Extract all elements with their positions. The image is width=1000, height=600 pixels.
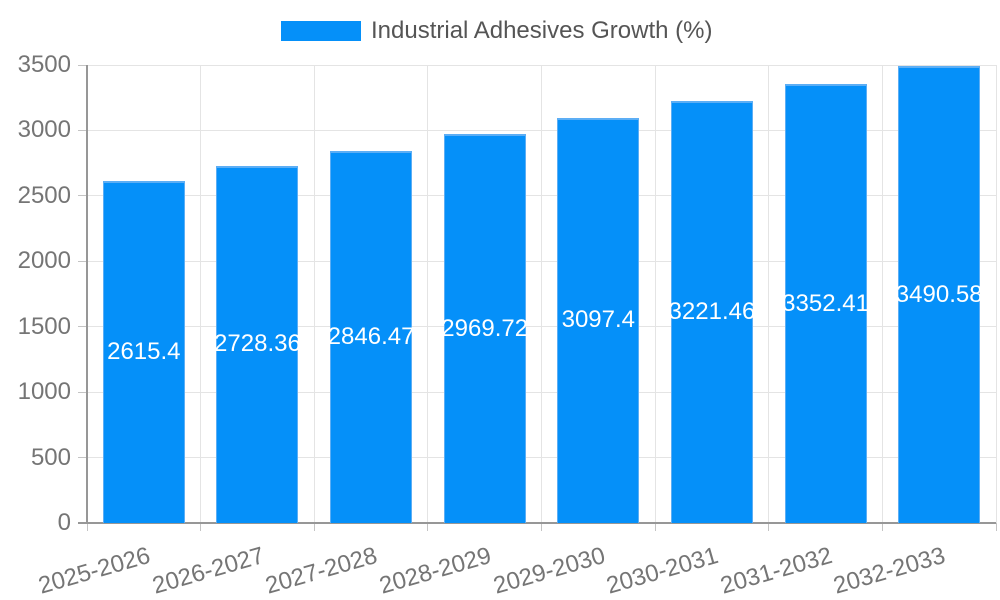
x-axis-line xyxy=(78,522,996,524)
y-tick-label: 2500 xyxy=(17,181,71,209)
y-axis-tick xyxy=(78,129,87,131)
bar xyxy=(216,165,299,523)
x-tick-label: 2025-2026 xyxy=(35,542,154,600)
gridline-vertical xyxy=(200,65,202,523)
bar xyxy=(557,117,640,523)
gridline-vertical xyxy=(881,65,883,523)
x-tick-label: 2029-2030 xyxy=(489,542,608,600)
gridline-vertical xyxy=(654,65,656,523)
y-axis-tick xyxy=(78,391,87,393)
bar-value-label: 2969.72 xyxy=(441,314,529,342)
x-axis-tick xyxy=(768,523,770,531)
y-axis-tick xyxy=(78,326,87,328)
bar-value-label: 3221.46 xyxy=(668,298,756,326)
legend-label: Industrial Adhesives Growth (%) xyxy=(371,17,713,44)
y-tick-label: 3500 xyxy=(17,51,71,78)
x-axis-tick xyxy=(86,523,88,531)
x-axis-tick xyxy=(995,523,997,531)
bar xyxy=(670,101,753,523)
gridline-vertical xyxy=(768,65,770,523)
x-axis-tick xyxy=(541,523,542,531)
x-tick-label: 2028-2029 xyxy=(376,542,495,600)
bar-value-label: 3490.58 xyxy=(895,280,983,308)
y-axis-line xyxy=(86,65,88,524)
x-axis-tick xyxy=(313,523,315,531)
y-tick-label: 1000 xyxy=(17,378,71,406)
y-tick-label: 3000 xyxy=(17,116,71,144)
bar xyxy=(330,150,413,523)
gridline-vertical xyxy=(995,65,997,523)
x-axis-tick xyxy=(881,523,883,531)
bar-value-label: 2846.47 xyxy=(327,322,415,350)
x-tick-label: 2030-2031 xyxy=(603,542,722,600)
chart-legend: Industrial Adhesives Growth (%) xyxy=(281,17,712,44)
bar-value-label: 3352.41 xyxy=(782,289,869,317)
y-tick-label: 2000 xyxy=(17,247,71,275)
y-tick-label: 1500 xyxy=(17,312,71,340)
x-tick-label: 2027-2028 xyxy=(262,542,381,600)
y-tick-label: 0 xyxy=(57,509,71,536)
x-tick-label: 2032-2033 xyxy=(830,542,949,600)
bar-value-label: 2728.36 xyxy=(214,330,301,358)
bar-value-label: 2615.4 xyxy=(107,337,181,365)
y-axis-tick xyxy=(78,195,87,197)
y-tick-label: 500 xyxy=(30,443,71,471)
y-axis-tick xyxy=(78,457,87,459)
x-tick-label: 2031-2032 xyxy=(717,542,836,600)
gridline-vertical xyxy=(541,65,542,523)
bar-value-label: 3097.4 xyxy=(561,306,636,334)
gridline-vertical xyxy=(427,65,429,523)
gridline-vertical xyxy=(313,65,315,523)
x-axis-tick xyxy=(200,523,202,531)
bar xyxy=(443,134,526,523)
legend-swatch xyxy=(281,21,361,41)
y-axis-tick xyxy=(78,64,87,66)
bar xyxy=(784,84,867,523)
x-axis-tick xyxy=(654,523,656,531)
bar xyxy=(898,66,981,523)
bar xyxy=(102,180,185,523)
x-tick-label: 2026-2027 xyxy=(149,542,267,600)
x-axis-tick xyxy=(427,523,429,531)
y-axis-tick xyxy=(78,260,87,262)
